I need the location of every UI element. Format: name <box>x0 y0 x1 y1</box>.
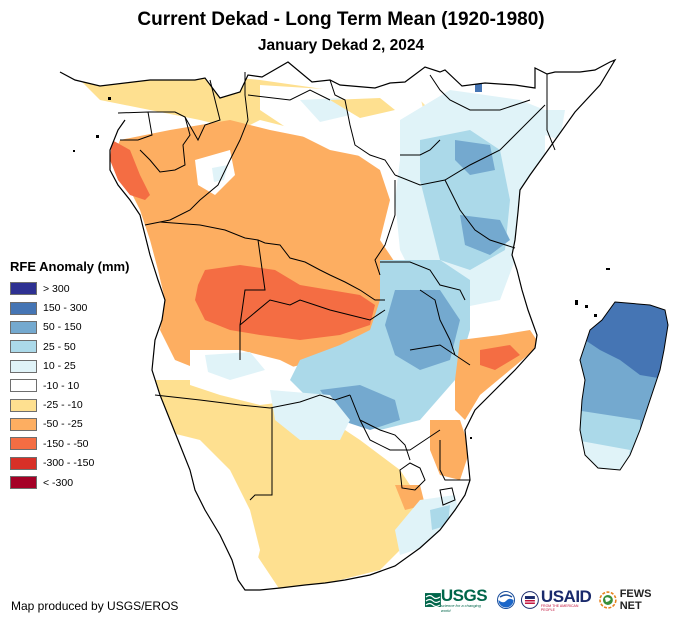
legend-item: -25 - -10 <box>10 395 129 414</box>
legend-item: > 300 <box>10 279 129 298</box>
usgs-tagline: science for a changing world <box>440 602 481 613</box>
legend-swatch <box>10 417 37 431</box>
noaa-logo <box>497 591 516 609</box>
fews-net-logo: FEWS NET <box>599 588 676 612</box>
legend-swatch <box>10 340 37 354</box>
legend-label: 25 - 50 <box>43 340 76 353</box>
anomaly-area-deficit-mozambique <box>455 330 540 420</box>
usgs-wave-icon <box>425 593 441 607</box>
legend-label: < -300 <box>43 476 74 489</box>
legend-swatch <box>10 282 37 296</box>
country-borders <box>117 72 556 506</box>
usaid-wordmark: USAID <box>540 586 592 606</box>
legend-item: -10 - 10 <box>10 376 129 395</box>
madagascar <box>579 301 669 471</box>
legend-swatch <box>10 476 37 490</box>
anomaly-area-very-wet-kenya <box>455 140 495 175</box>
map-subtitle: January Dekad 2, 2024 <box>257 37 425 54</box>
noaa-emblem-icon <box>497 591 516 609</box>
anomaly-area-light-deficit-southwest <box>150 380 420 590</box>
anomaly-area-slight-wet-botswana <box>270 390 350 440</box>
usgs-wordmark: USGS <box>440 585 488 605</box>
anomaly-area-strong-deficit-mozambique <box>480 345 520 370</box>
usgs-logo: USGS science for a changing world <box>425 585 491 613</box>
legend-item: -300 - -150 <box>10 454 129 473</box>
legend-label: -25 - -10 <box>43 399 83 412</box>
anomaly-area-near-normal-north-central <box>260 85 430 160</box>
legend-item: < -300 <box>10 473 129 492</box>
legend-item: 10 - 25 <box>10 357 129 376</box>
anomaly-area-strong-deficit-gabon <box>110 140 150 200</box>
partner-logos: USGS science for a changing world USAID … <box>425 586 682 614</box>
map-title: Current Dekad - Long Term Mean (1920-198… <box>137 9 545 30</box>
legend-label: 50 - 150 <box>43 321 82 334</box>
legend-label: > 300 <box>43 282 70 295</box>
legend-item: -150 - -50 <box>10 434 129 453</box>
usaid-tagline: FROM THE AMERICAN PEOPLE <box>540 603 579 612</box>
legend-swatch <box>10 301 37 315</box>
legend-item: 50 - 150 <box>10 318 129 337</box>
map-credit: Map produced by USGS/EROS <box>11 599 179 613</box>
legend-title: RFE Anomaly (mm) <box>10 259 130 274</box>
legend-label: -150 - -50 <box>43 437 89 450</box>
legend-item: 25 - 50 <box>10 337 129 356</box>
anomaly-area-very-wet-tanzania <box>460 215 510 255</box>
legend-swatch <box>10 437 37 451</box>
usaid-logo: USAID FROM THE AMERICAN PEOPLE <box>521 586 593 612</box>
legend-swatch <box>10 379 37 393</box>
anomaly-area-light-deficit-band <box>330 98 395 118</box>
islands <box>73 97 610 439</box>
legend-item: 150 - 300 <box>10 298 129 317</box>
legend-swatch <box>10 359 37 373</box>
anomaly-area-strong-deficit <box>195 265 375 340</box>
legend-swatch <box>10 320 37 334</box>
anomaly-area-slight-wet-angola <box>205 352 265 380</box>
legend-label: -300 - -150 <box>43 457 95 470</box>
legend-label: -50 - -25 <box>43 418 83 431</box>
legend-swatch <box>10 398 37 412</box>
anomaly-area-wet-congo <box>212 165 228 182</box>
legend-label: 150 - 300 <box>43 302 88 315</box>
anomaly-area-slight-wet-somalia <box>540 110 565 140</box>
legend-label: 10 - 25 <box>43 360 76 373</box>
legend-label: -10 - 10 <box>43 379 80 392</box>
legend: RFE Anomaly (mm) > 300 150 - 300 50 - 150 2… <box>10 259 129 492</box>
fews-globe-icon <box>599 591 617 609</box>
coastline <box>59 58 617 591</box>
anomaly-area-very-wet-zambia <box>385 290 460 370</box>
usaid-seal-icon <box>521 591 539 609</box>
legend-item: -50 - -25 <box>10 415 129 434</box>
legend-swatch <box>10 456 37 470</box>
fews-net-wordmark: FEWS NET <box>619 588 652 612</box>
